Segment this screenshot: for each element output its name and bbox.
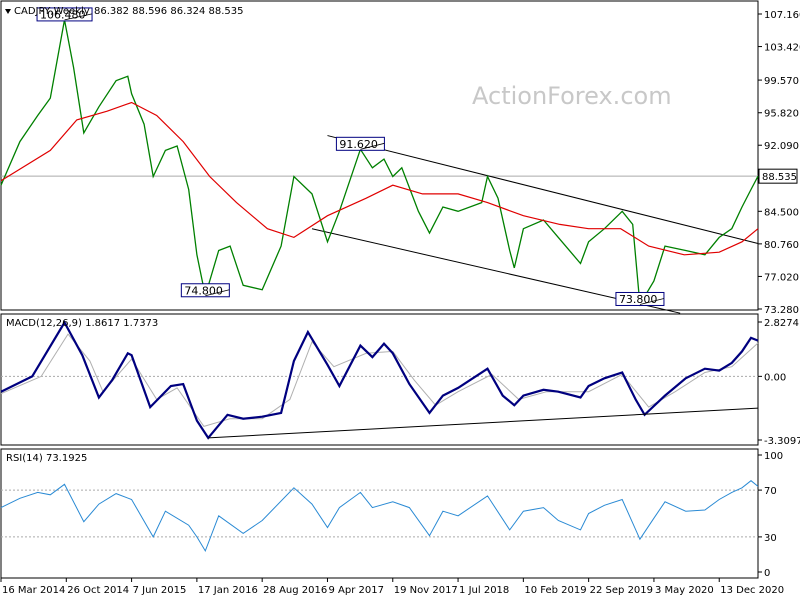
price-symbol-label: CADJPY,Weekly [14,6,90,17]
rsi-line [0,480,759,553]
price-annotation-box [335,136,385,151]
macd-panel-frame [0,313,759,446]
last-price-box [758,168,798,184]
x-tick-label: 22 Sep 2019 [590,585,653,596]
macd-label: MACD(12,26,9) 1.8617 1.7373 [6,318,158,329]
x-tick-label: 13 Dec 2020 [720,585,784,596]
rsi-panel-frame [0,448,759,579]
price-annotation-label: 73.800 [619,293,658,306]
price-y-tick-label: 103.420 [764,43,800,54]
x-tick-label: 1 Jul 2018 [459,585,509,596]
moving-average-line [0,101,759,256]
rsi-label: RSI(14) 73.1925 [6,453,87,464]
macd-trendline [208,407,759,439]
price-annotation-leader [639,298,665,305]
price-y-tick-label: 99.570 [764,76,799,87]
macd-y-tick-label: -3.3097 [764,436,800,447]
price-y-tick-label: 77.020 [764,272,799,283]
rsi-y-tick-label: 70 [764,486,777,497]
macd-y-tick-label: 2.8274 [764,318,799,329]
x-tick-label: 28 Aug 2016 [263,585,327,596]
macd-y-tick-label: 0.00 [764,372,786,383]
x-tick-label: 7 Jun 2015 [133,585,187,596]
macd-panel: 2.8274 0.00 -3.3097 [0,318,800,447]
price-y-tick-label: 92.090 [764,141,799,152]
x-tick-label: 3 May 2020 [655,585,714,596]
price-annotation-box [615,291,665,306]
x-tick-label: 9 Apr 2017 [328,585,383,596]
x-tick-label: 19 Nov 2017 [394,585,458,596]
x-tick-label: 10 Feb 2019 [524,585,586,596]
price-annotation-label: 74.800 [184,284,223,297]
macd-signal-line [0,333,759,427]
price-annotation-box [180,283,230,298]
rsi-panel: 100 70 30 0 [0,451,783,579]
price-panel-frame [0,0,759,311]
price-annotation-label: 91.620 [339,138,378,151]
rsi-y-tick-label: 30 [764,533,777,544]
price-annotation-leader [64,13,93,21]
price-panel: 107.160 103.420 99.570 95.820 92.090 84.500 80… [0,7,800,316]
price-y-tick-label: 80.760 [764,240,799,251]
x-tick-label: 26 Oct 2014 [67,585,129,596]
watermark: ActionForex.com [472,82,672,110]
last-price-label: 88.535 [762,172,797,183]
price-y-tick-label: 84.500 [764,207,799,218]
x-axis: 16 Mar 2014 26 Oct 2014 7 Jun 2015 17 Jan 2… [0,578,784,596]
rsi-y-tick-label: 0 [764,568,770,579]
price-annotation-leader [205,289,230,297]
x-tick-label: 16 Mar 2014 [2,585,65,596]
dropdown-triangle-icon[interactable] [5,9,11,14]
channel-trendline [327,135,759,245]
x-tick-label: 17 Jan 2016 [198,585,258,596]
price-annotation-box [36,7,93,22]
price-y-tick-label: 95.820 [764,109,799,120]
ohlc-readout: 86.382 88.596 86.324 88.535 [94,6,244,17]
price-series-line [0,19,759,307]
rsi-y-tick-label: 100 [764,451,783,462]
price-y-tick-label: 107.160 [764,10,800,21]
price-annotation-leader [360,142,385,150]
macd-line [0,320,759,440]
price-y-tick-label: 73.280 [764,305,799,316]
